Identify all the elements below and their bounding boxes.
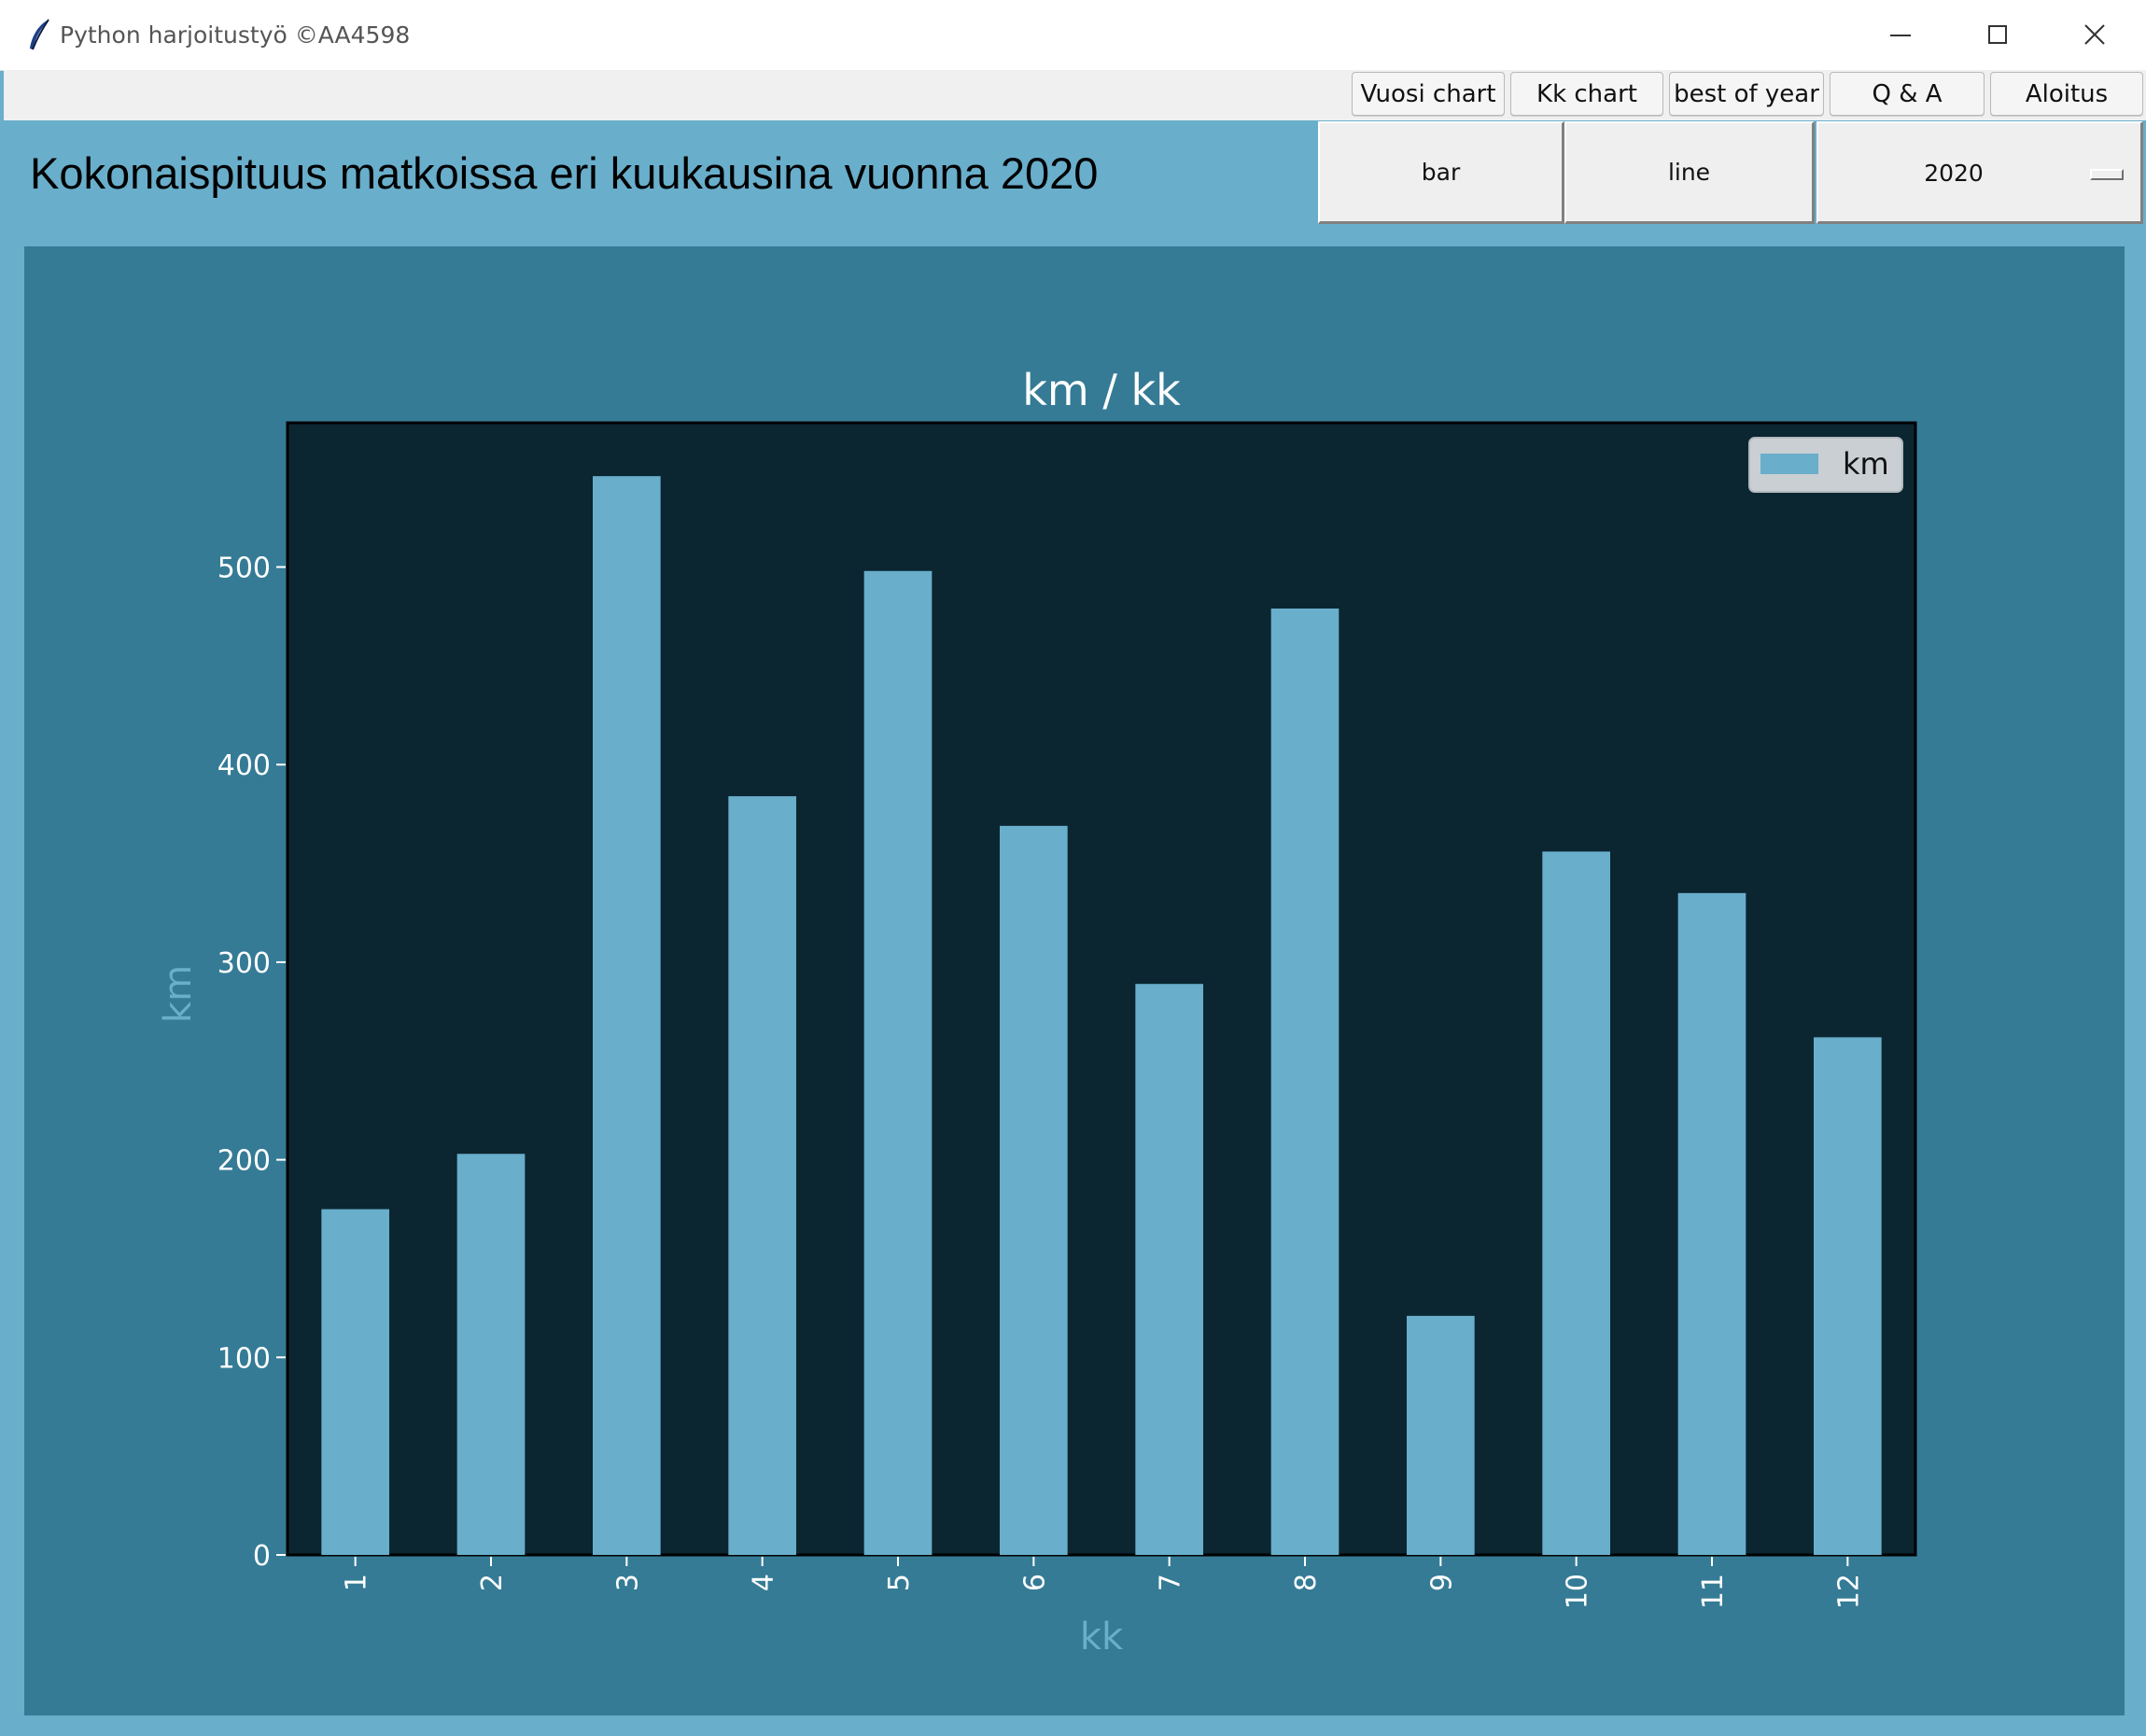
bar-10 <box>1542 851 1610 1555</box>
x-tick-label: 1 <box>341 1574 373 1591</box>
bar-2 <box>456 1154 526 1555</box>
x-tick-label: 3 <box>611 1574 644 1591</box>
bar-11 <box>1677 892 1746 1555</box>
close-icon <box>2084 24 2105 45</box>
year-select-value: 2020 <box>1924 160 1984 187</box>
bar-1 <box>321 1209 389 1555</box>
y-tick-label: 0 <box>253 1540 271 1573</box>
best-of-year-button[interactable]: best of year <box>1669 72 1824 116</box>
bar-8 <box>1270 608 1339 1555</box>
x-tick-label: 9 <box>1425 1574 1458 1591</box>
feather-icon <box>30 19 49 50</box>
minimize-icon <box>1890 35 1911 36</box>
x-tick-label: 10 <box>1562 1574 1594 1609</box>
minimize-button[interactable] <box>1856 9 1945 60</box>
y-axis-label: km <box>157 965 200 1023</box>
kk-chart-button[interactable]: Kk chart <box>1510 72 1663 116</box>
bar-3 <box>593 476 661 1555</box>
dropdown-indicator-icon <box>2090 169 2124 180</box>
close-button[interactable] <box>2050 9 2139 60</box>
qa-button[interactable]: Q & A <box>1830 72 1985 116</box>
y-tick-label: 300 <box>217 947 271 980</box>
vuosi-chart-button[interactable]: Vuosi chart <box>1352 72 1505 116</box>
line-chart-button[interactable]: line <box>1564 121 1815 224</box>
nav-bar <box>4 70 2146 120</box>
legend-label: km <box>1843 446 1889 482</box>
legend: km <box>1748 437 1903 493</box>
x-axis-label: kk <box>1080 1616 1124 1659</box>
x-tick-label: 11 <box>1697 1574 1730 1609</box>
legend-swatch <box>1760 454 1818 474</box>
year-select[interactable]: 2020 <box>1816 121 2143 224</box>
x-tick-label: 2 <box>476 1574 509 1591</box>
bar-7 <box>1135 984 1203 1555</box>
maximize-button[interactable] <box>1953 9 2042 60</box>
bar-5 <box>863 570 933 1555</box>
title-bar: Python harjoitustyö ©AA4598 <box>0 0 2146 71</box>
maximize-icon <box>1988 25 2007 44</box>
x-tick-label: 8 <box>1290 1574 1323 1591</box>
x-tick-label: 6 <box>1018 1574 1051 1591</box>
window-title: Python harjoitustyö ©AA4598 <box>60 21 411 49</box>
chart-title: km / kk <box>1022 365 1181 415</box>
bar-6 <box>1000 825 1068 1555</box>
bar-9 <box>1407 1315 1475 1555</box>
bar-chart-button[interactable]: bar <box>1318 121 1564 224</box>
legend-box <box>1748 437 1903 493</box>
page-title: Kokonaispituus matkoissa eri kuukausina … <box>30 148 1099 198</box>
chart-frame: 0 100 200 300 400 500 1 2 3 4 5 6 7 8 9 10 11 12 km / kk… <box>24 246 2125 1715</box>
y-tick-label: 100 <box>217 1342 271 1375</box>
x-tick-label: 4 <box>748 1574 780 1591</box>
x-tick-label: 5 <box>883 1574 916 1591</box>
y-tick-label: 500 <box>217 553 271 585</box>
y-tick-label: 200 <box>217 1145 271 1178</box>
bar-4 <box>728 796 796 1555</box>
bar-12 <box>1814 1037 1882 1555</box>
plot-area <box>286 421 1917 1557</box>
x-tick-label: 12 <box>1832 1574 1865 1609</box>
aloitus-button[interactable]: Aloitus <box>1990 72 2143 116</box>
y-tick-label: 400 <box>217 749 271 782</box>
x-tick-label: 7 <box>1155 1574 1187 1591</box>
